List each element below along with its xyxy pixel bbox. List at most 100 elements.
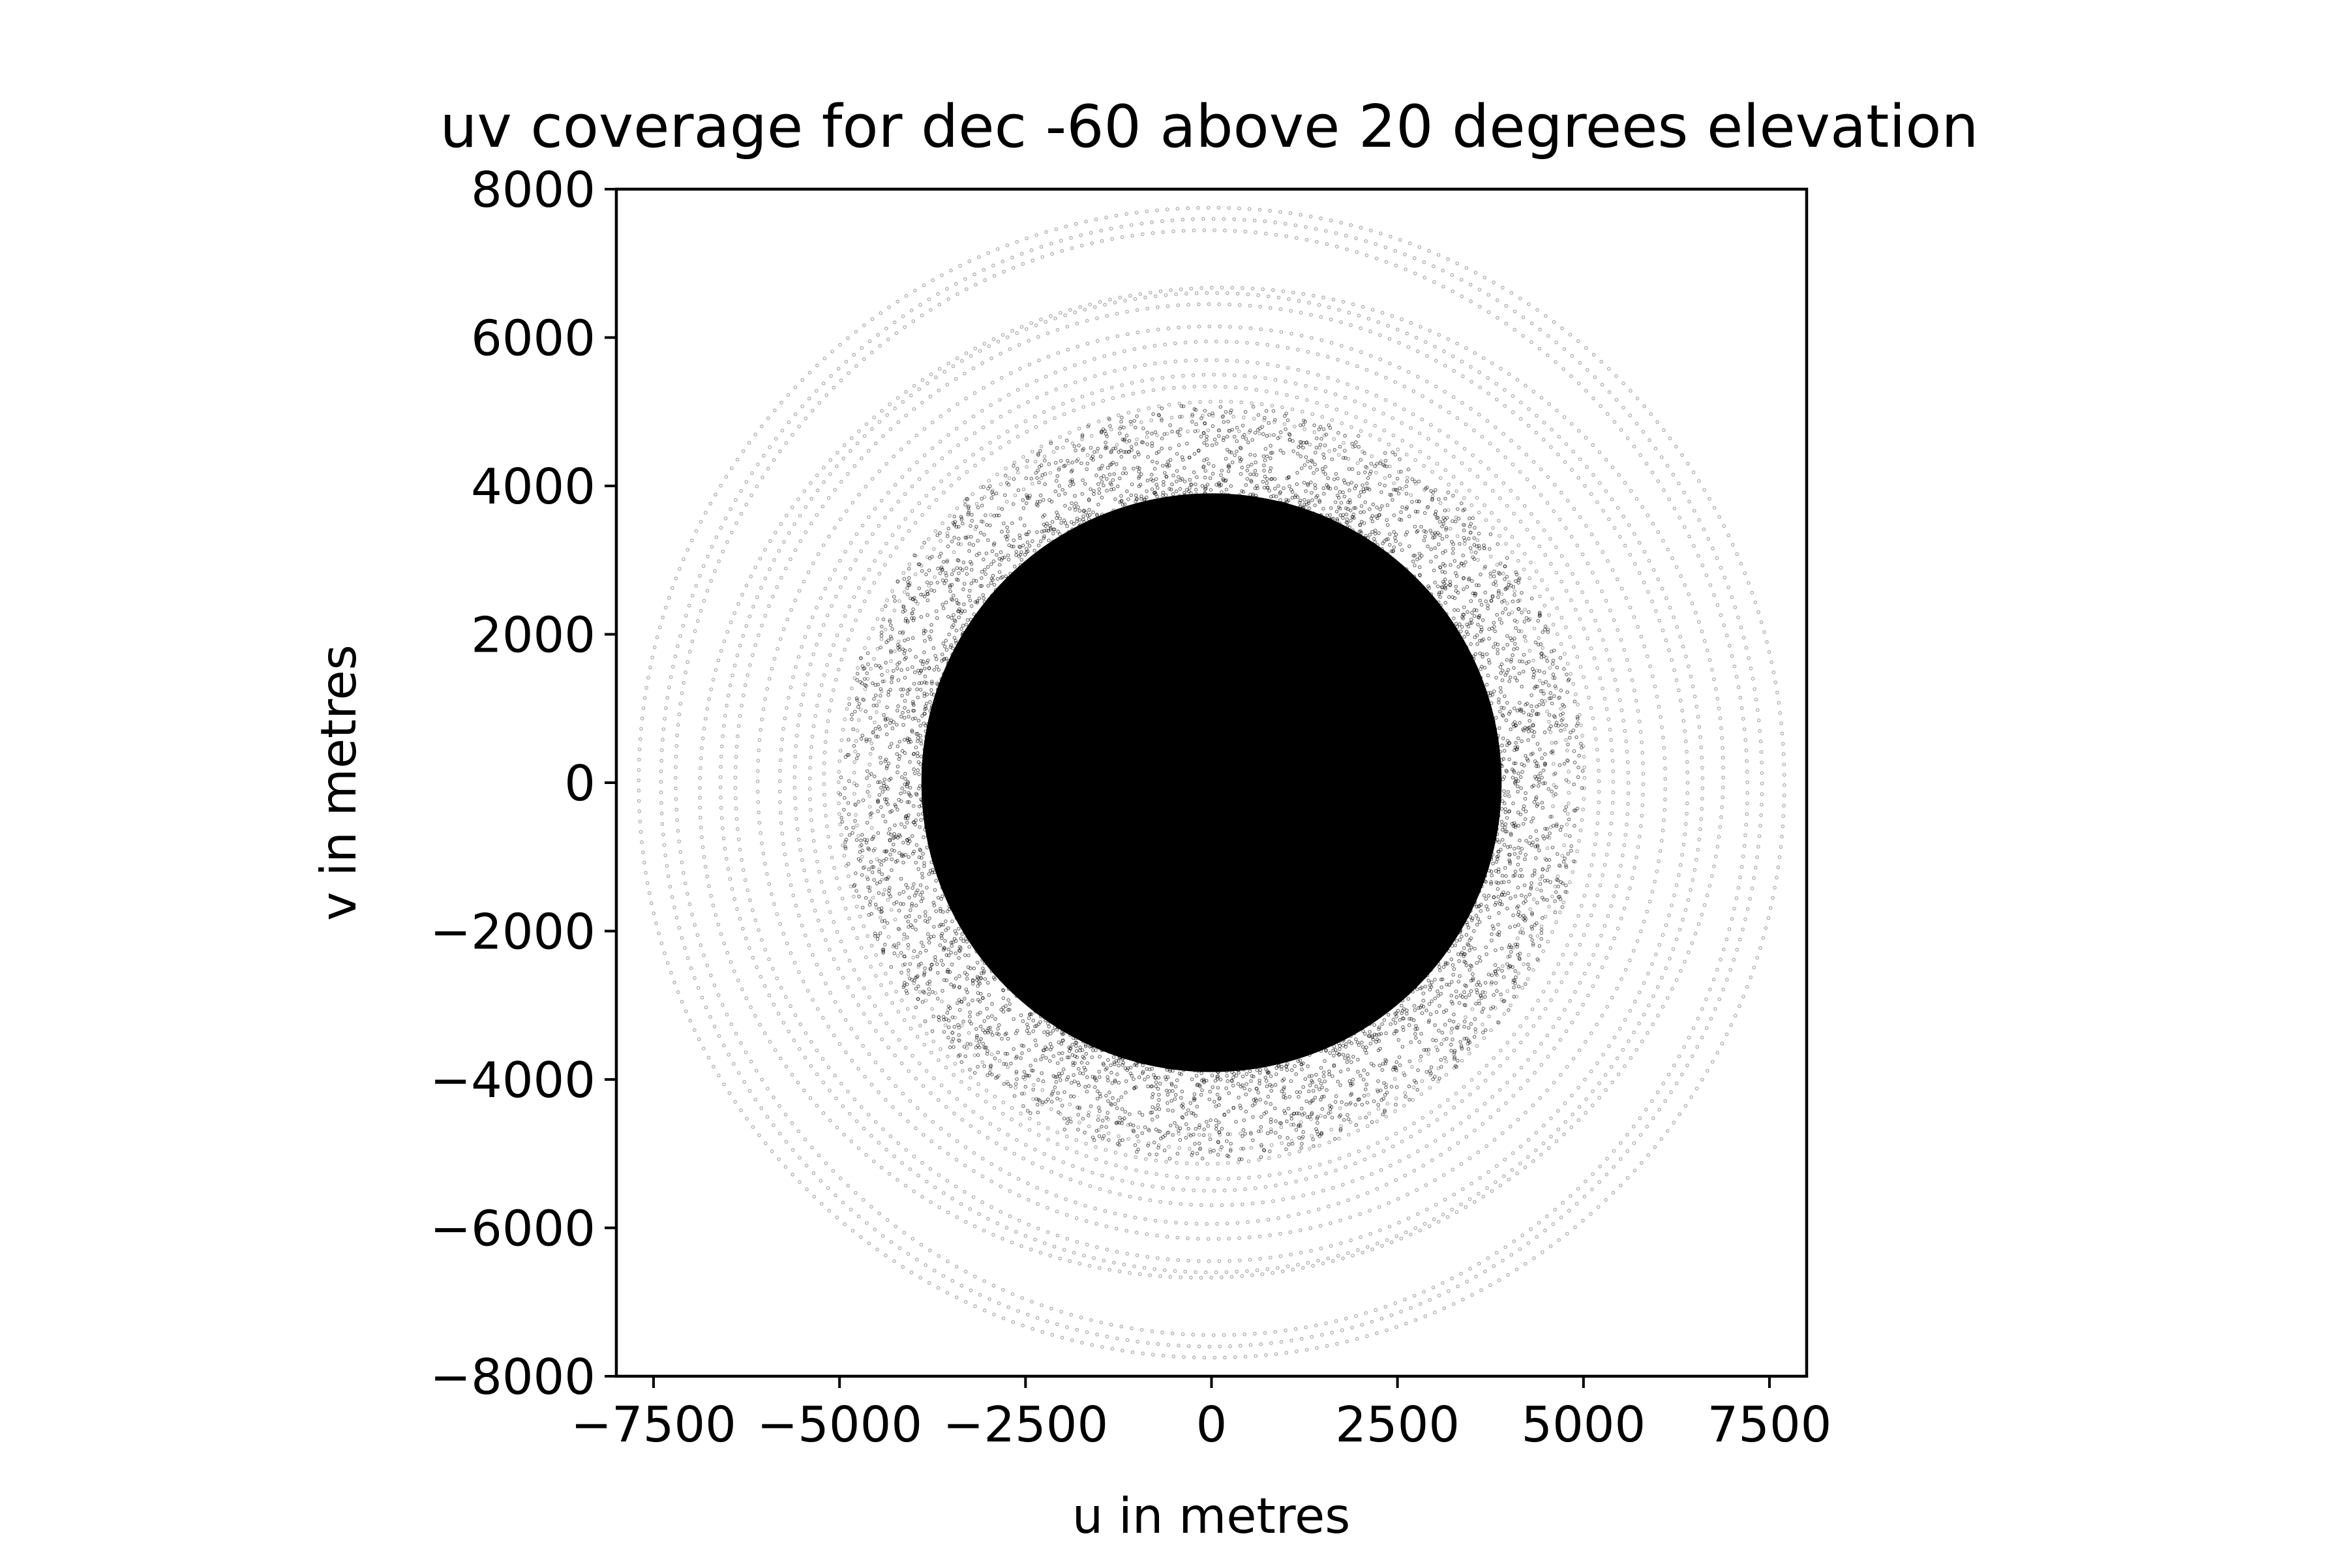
uv-point	[1448, 580, 1452, 584]
uv-point	[888, 687, 893, 692]
uv-point	[1312, 423, 1316, 427]
uv-point	[929, 581, 933, 585]
uv-point	[1077, 444, 1081, 447]
uv-point	[971, 543, 976, 547]
uv-point	[1433, 1023, 1437, 1027]
uv-point	[1344, 506, 1348, 511]
uv-point	[1060, 1104, 1064, 1108]
uv-point	[863, 677, 867, 681]
uv-point	[1380, 1068, 1385, 1072]
uv-point	[1566, 852, 1571, 856]
uv-point	[1338, 490, 1342, 494]
uv-point	[1407, 544, 1411, 549]
uv-point	[903, 962, 907, 967]
uv-point	[1091, 510, 1095, 515]
uv-point	[1494, 860, 1499, 864]
uv-point	[1469, 618, 1473, 622]
uv-point	[1270, 477, 1274, 481]
uv-point	[1383, 451, 1387, 455]
uv-point	[1464, 995, 1468, 999]
uv-point	[1350, 467, 1355, 472]
uv-point	[959, 937, 963, 941]
uv-point	[1421, 991, 1426, 995]
uv-point	[1520, 762, 1524, 766]
uv-point	[1294, 1072, 1299, 1076]
uv-point	[1180, 1089, 1184, 1094]
uv-point	[944, 953, 949, 957]
uv-point	[1344, 1102, 1348, 1107]
uv-point	[1541, 681, 1545, 686]
uv-point	[1361, 1078, 1366, 1081]
uv-point	[1263, 1076, 1268, 1079]
uv-point	[1061, 488, 1065, 492]
uv-point	[1287, 484, 1291, 489]
uv-point	[1529, 819, 1533, 824]
uv-point	[1273, 1106, 1277, 1111]
uv-point	[1029, 1063, 1033, 1068]
uv-point	[1417, 479, 1421, 484]
uv-point	[923, 639, 927, 643]
uv-point	[1494, 881, 1499, 884]
uv-point	[892, 720, 896, 725]
uv-point	[1529, 934, 1533, 939]
uv-point	[1132, 455, 1137, 459]
uv-point	[1384, 1031, 1388, 1035]
uv-point	[1262, 468, 1266, 473]
uv-point	[1433, 580, 1437, 585]
uv-point	[1505, 907, 1509, 911]
uv-point	[1491, 862, 1495, 866]
uv-point	[1224, 457, 1228, 461]
uv-point	[1365, 1100, 1370, 1105]
uv-point	[946, 1018, 951, 1023]
uv-point	[975, 961, 980, 965]
uv-point	[1364, 1045, 1368, 1049]
uv-point	[1545, 868, 1550, 872]
uv-point	[1040, 473, 1045, 477]
uv-point	[1323, 1059, 1327, 1063]
uv-point	[1303, 1077, 1308, 1081]
uv-point	[1362, 509, 1366, 514]
uv-point	[1499, 671, 1503, 675]
uv-point	[911, 834, 914, 838]
uv-point	[1208, 476, 1212, 480]
uv-point	[907, 576, 911, 580]
uv-point	[935, 665, 939, 669]
uv-point	[1562, 762, 1567, 766]
uv-point	[1161, 490, 1166, 494]
uv-point	[957, 1033, 961, 1037]
uv-point	[1141, 505, 1145, 509]
uv-point	[1012, 545, 1016, 549]
uv-point	[1429, 560, 1433, 564]
uv-point	[989, 562, 993, 566]
uv-point	[1370, 530, 1374, 534]
uv-point	[912, 882, 916, 886]
uv-point	[1132, 419, 1136, 423]
uv-point	[1053, 489, 1058, 494]
uv-point	[1072, 1094, 1076, 1098]
uv-point	[1241, 1134, 1244, 1138]
uv-point	[1500, 828, 1505, 832]
uv-point	[1389, 1022, 1393, 1027]
uv-point	[1132, 1077, 1136, 1081]
uv-point	[905, 886, 910, 890]
uv-point	[1393, 453, 1398, 457]
uv-point	[1192, 1092, 1197, 1096]
uv-point	[1074, 501, 1078, 505]
uv-point	[1561, 860, 1566, 864]
uv-point	[1419, 1032, 1423, 1036]
uv-point	[1105, 489, 1109, 493]
uv-point	[1324, 432, 1329, 437]
uv-point	[1541, 916, 1544, 920]
uv-point	[1407, 514, 1411, 519]
uv-point	[1139, 472, 1143, 476]
uv-point	[1169, 1099, 1173, 1103]
uv-point	[927, 916, 931, 920]
uv-point	[1468, 948, 1471, 952]
uv-point	[1246, 464, 1250, 468]
uv-point	[1114, 511, 1119, 515]
uv-point	[1129, 493, 1134, 498]
uv-point	[1508, 862, 1513, 866]
uv-point	[963, 997, 967, 1001]
uv-point	[1006, 558, 1011, 562]
uv-point	[920, 896, 925, 901]
